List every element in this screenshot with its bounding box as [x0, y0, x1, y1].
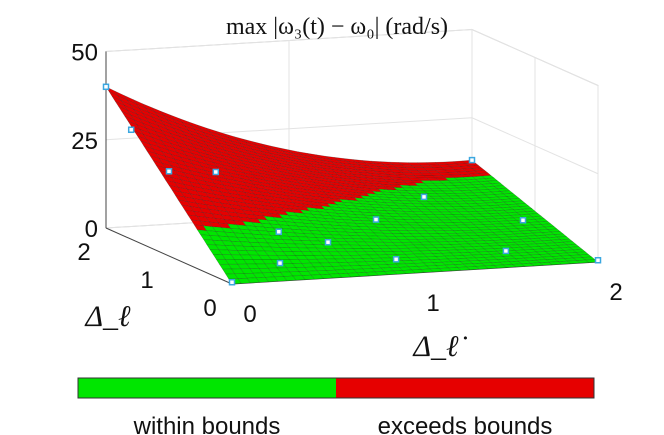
y-tick-label: 0 [203, 295, 216, 322]
sample-point [372, 216, 380, 223]
sample-point [276, 259, 284, 267]
sample-point [275, 228, 283, 235]
sample-point [324, 238, 332, 246]
y-tick-label: 2 [77, 239, 90, 266]
sample-point [212, 168, 220, 176]
y-tick-label: 1 [140, 267, 153, 294]
sample-point [420, 193, 428, 201]
y-axis-line [105, 227, 233, 285]
z-tick-label: 50 [71, 40, 98, 67]
sample-point [502, 247, 510, 255]
surface-mesh [105, 86, 599, 285]
legend-label-exceeds: exceeds bounds [378, 413, 553, 435]
legend-label-within: within bounds [133, 413, 281, 435]
sample-point [102, 83, 110, 91]
x-tick-label: 2 [609, 279, 622, 306]
x-axis-label: Δ_ℓ̇ [412, 330, 467, 363]
x-tick-label: 0 [243, 301, 256, 328]
legend-swatch-within [78, 378, 336, 398]
legend-swatch-exceeds [336, 378, 594, 398]
y-axis-label: Δ_ℓ [84, 300, 131, 333]
sample-point [127, 126, 135, 134]
sample-point [165, 168, 173, 175]
z-tick-label: 25 [71, 128, 98, 155]
legend-frame [77, 377, 595, 399]
sample-point [468, 156, 476, 164]
x-tick-label: 1 [426, 290, 439, 317]
legend: within bounds exceeds bounds [77, 377, 595, 435]
sample-point [392, 256, 400, 263]
sample-point [519, 217, 527, 224]
sample-point [594, 256, 602, 264]
sample-markers [102, 83, 602, 286]
chart-title: max |ω₃(t) − ω₀| (rad/s) [226, 14, 448, 40]
z-tick-label: 0 [85, 216, 98, 243]
sample-point [228, 278, 236, 286]
